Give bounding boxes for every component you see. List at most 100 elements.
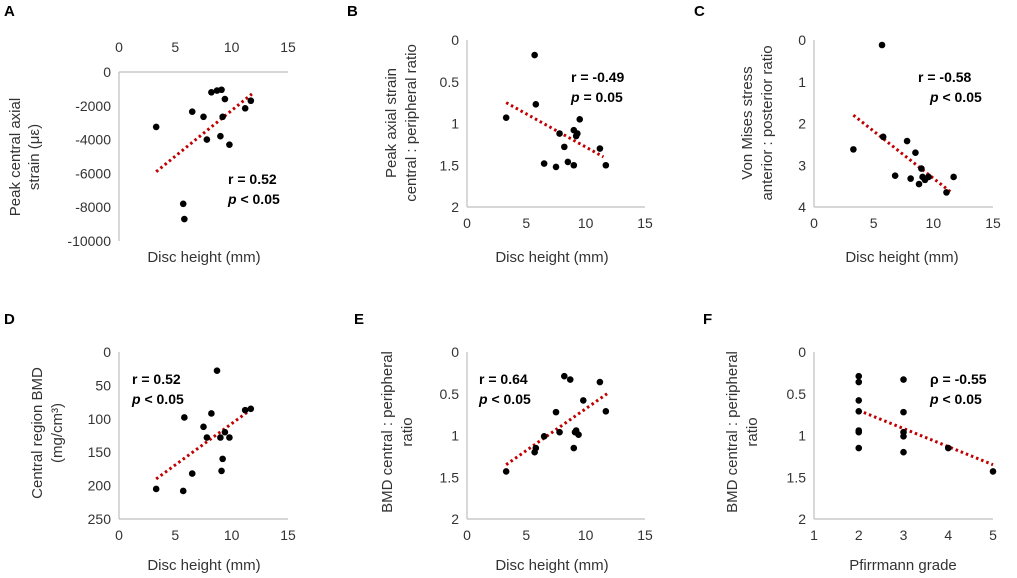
ylabel-line-1: Peak central axial [7,98,24,216]
stat-p-prefix: p [929,89,939,105]
data-point [900,408,907,416]
panel-f-plot: 1 2 3 4 500.511.52 [787,344,998,543]
stat-p: p < 0.05 [478,391,531,407]
y-tick-label: -4000 [75,132,111,148]
ylabel-line-1: BMD central : peripheral [379,351,396,513]
ylabel-line-1: Central region BMD [29,367,46,499]
data-point [556,130,563,137]
stat-r-prefix: ρ = [930,371,955,387]
y-tick-label: 1 [798,428,806,444]
y-tick-label: 0.5 [787,386,807,402]
data-point [152,123,160,131]
data-point [241,105,249,112]
data-point [502,468,510,475]
data-point [855,378,863,386]
data-point [532,444,540,452]
stat-p: p = 0.05 [570,89,623,105]
data-point [855,397,863,404]
data-point [217,132,224,140]
data-point [564,158,572,166]
panel-a-plot: 0 5 10 15 0 -2000 -4000 -6000 -8000 -10000 [67,39,296,249]
y-tick-label: 0.5 [440,74,460,90]
panel-e-ylabel: BMD central : peripheral ratio [379,351,416,513]
ylabel-line-1: BMD central : peripheral [724,351,741,513]
trendline [505,101,605,159]
data-point [556,428,563,436]
data-point [878,41,886,49]
stat-p-value: = 0.05 [580,89,623,105]
ylabel-line-2: anterior : posterior ratio [759,45,776,200]
data-point [989,468,997,475]
y-tick-label: 2 [451,199,459,215]
data-point [918,165,925,172]
stat-p-prefix: p [131,391,141,407]
data-point [217,434,224,441]
x-tick-label: 15 [280,527,296,543]
trendline [155,407,253,481]
panel-letter-a: A [4,3,15,20]
data-point [247,97,255,105]
data-point [850,146,857,153]
stat-r-value: -0.55 [955,371,987,387]
stat-p: p < 0.05 [131,391,184,407]
data-point [915,180,923,188]
panel-f-ylabel: BMD central : peripheral ratio [724,351,761,513]
data-point [179,487,187,495]
x-tick-label: 0 [463,215,471,231]
panel-letter-c: C [694,3,705,20]
x-tick-label: 3 [900,527,908,543]
y-tick-label: 1 [451,116,459,132]
data-point [561,372,568,380]
y-tick-label: 0.5 [440,386,460,402]
data-point [566,376,574,383]
data-point [903,137,911,145]
data-point [219,455,226,463]
stat-p-value: < 0.05 [488,391,531,407]
data-point [181,414,188,421]
x-tick-label: 0 [115,39,123,55]
data-point [596,145,604,152]
stat-p: p < 0.05 [227,191,280,207]
panel-c-ylabel: Von Mises stress anterior : posterior ra… [739,45,776,200]
data-point [221,95,229,103]
panel-b: B Peak axial strain central : peripheral… [347,3,653,266]
xlabel: Disc height (mm) [147,249,260,266]
stat-p: p < 0.05 [929,391,982,407]
data-point [575,431,582,438]
xlabel: Disc height (mm) [845,249,958,266]
stat-r-value: 0.52 [249,171,276,187]
data-point [596,378,604,386]
panel-letter-b: B [347,3,358,20]
data-point [855,444,863,452]
panel-c-stats: r = -0.58 p < 0.05 [918,69,982,105]
panel-b-stats: r = -0.49 p = 0.05 [570,69,625,105]
data-point [241,406,249,414]
data-point [950,173,957,181]
data-point [188,108,196,116]
y-tick-label: 0 [451,344,459,360]
panel-a: A Peak central axial strain (με) Disc he… [4,3,296,266]
stat-r-prefix: r = [479,371,500,387]
data-point [188,470,196,477]
panel-e-stats: r = 0.64 p < 0.05 [478,371,531,407]
stat-r: r = 0.52 [228,171,277,187]
panel-letter-e: E [354,311,364,328]
x-tick-label: 0 [115,527,123,543]
data-point [179,200,187,208]
stat-p-value: < 0.05 [237,191,280,207]
x-tick-label: 1 [810,527,818,543]
data-point [218,467,225,475]
ylabel-line-2: central : peripheral ratio [403,44,420,202]
data-point [855,407,863,415]
trendline [852,113,953,194]
panel-letter-f: F [703,311,712,328]
panel-b-plot: 0 5 10 15 0 0.5 1 1.5 2 [440,32,653,231]
data-point [552,163,560,171]
data-point [570,161,578,169]
panel-b-ylabel: Peak axial strain central : peripheral r… [383,44,420,202]
y-tick-label: 250 [88,511,112,527]
x-tick-label: 15 [985,215,1001,231]
x-tick-label: 0 [463,527,471,543]
stat-p-value: < 0.05 [141,391,184,407]
